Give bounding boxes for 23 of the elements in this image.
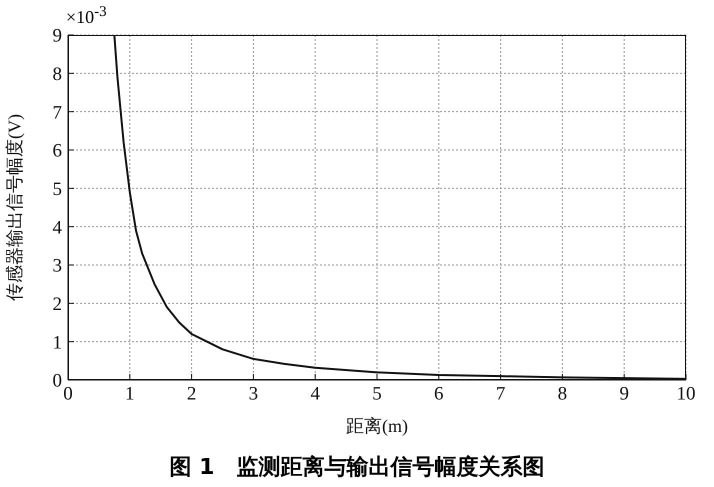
x-tick-label: 10 (676, 383, 696, 404)
x-axis-title: 距离(m) (346, 416, 408, 436)
x-tick-label: 6 (434, 383, 444, 404)
y-tick-label: 6 (52, 140, 62, 162)
text: ×10$^{-3}$ (66, 4, 107, 28)
y-tick-label: 1 (52, 332, 62, 354)
y-tick-label: 7 (52, 102, 62, 124)
y-tick-label: 2 (52, 294, 62, 316)
x-tick-label: 1 (125, 383, 135, 404)
x-tick-label: 3 (248, 383, 258, 404)
y-tick-label: 9 (52, 26, 62, 47)
y-tick-label: 8 (52, 64, 62, 86)
x-tick-label: 5 (372, 383, 382, 404)
x-tick-label: 2 (186, 383, 196, 404)
x-tick-label: 9 (619, 383, 629, 404)
caption: 图 1 监测距离与输出信号幅度关系图 (168, 454, 546, 482)
y-tick-label: 5 (52, 179, 62, 200)
x-tick-label: 8 (558, 383, 568, 404)
x-tick-label: 7 (496, 383, 506, 404)
y-tick-label: 3 (52, 256, 62, 277)
x-tick-label: 4 (310, 383, 320, 404)
y-axis-title: 传感器输出信号幅度(V) (4, 114, 24, 301)
y-tick-label: 4 (52, 217, 62, 238)
